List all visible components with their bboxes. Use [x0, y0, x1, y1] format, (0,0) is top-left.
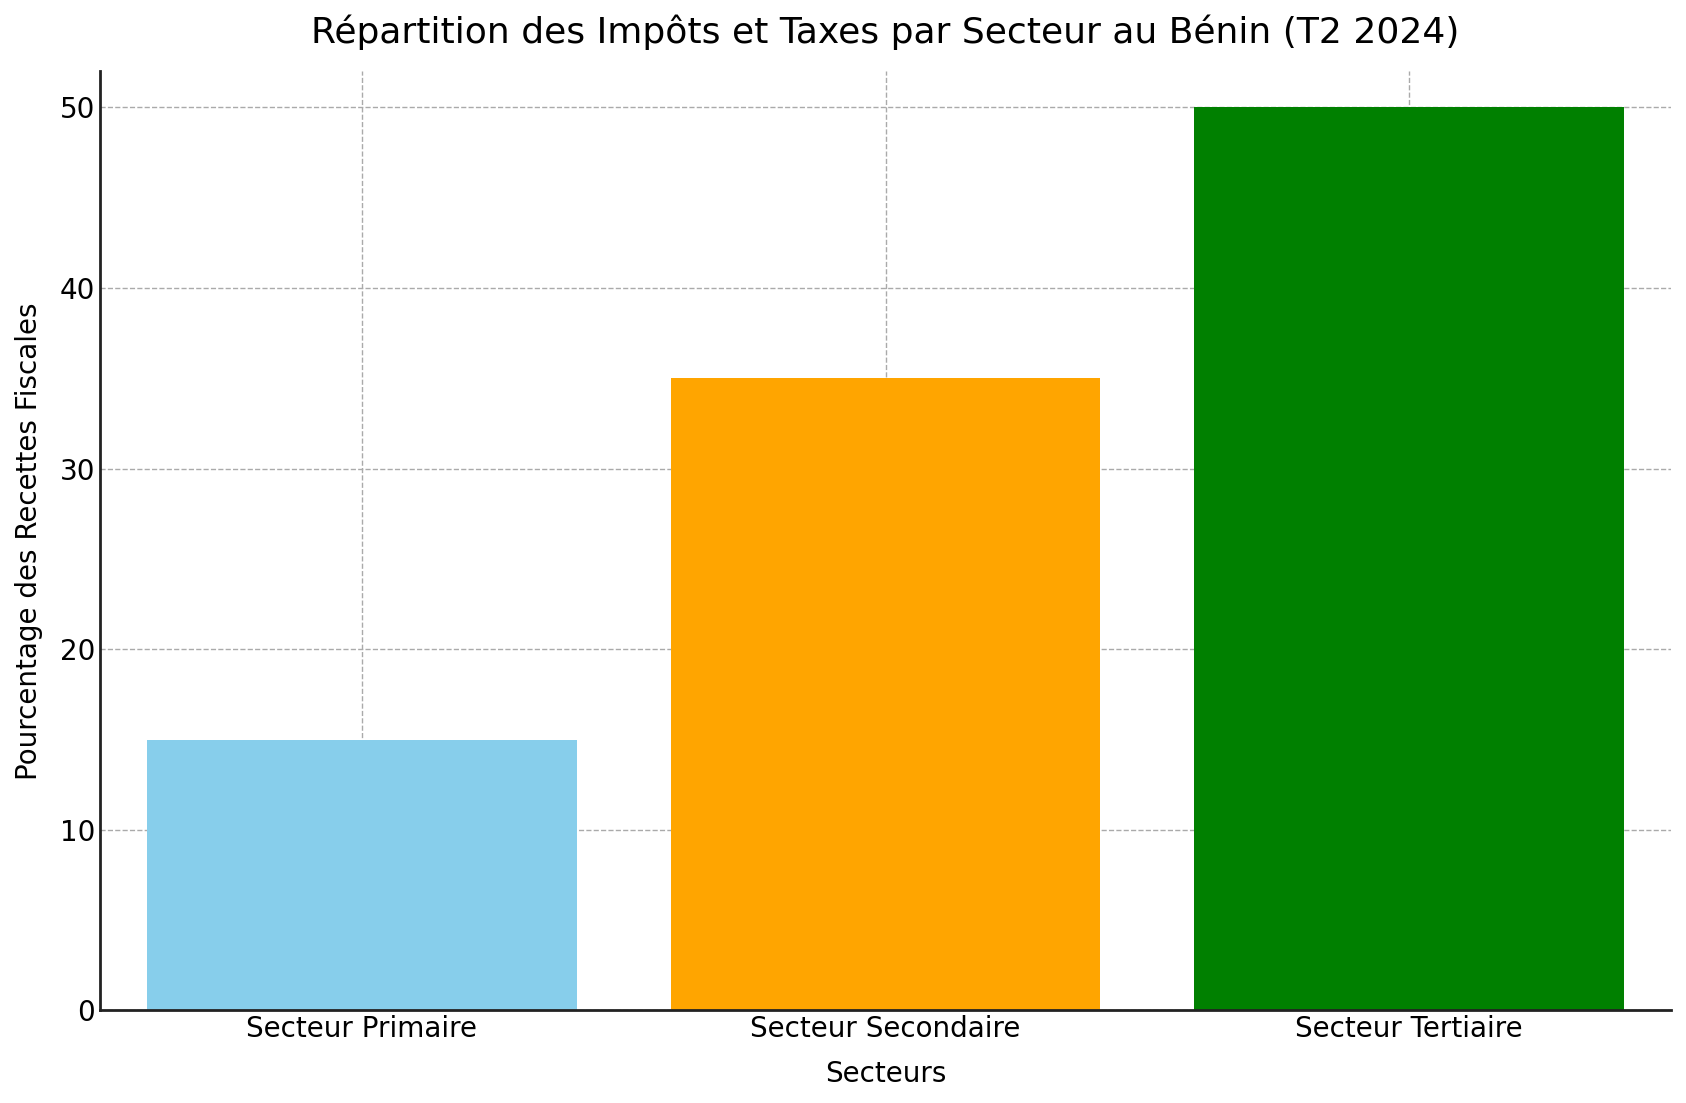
Bar [1194, 107, 1624, 1010]
Title: Répartition des Impôts et Taxes par Secteur au Bénin (T2 2024): Répartition des Impôts et Taxes par Sect… [312, 15, 1460, 51]
Bar [147, 739, 577, 1010]
Bar [671, 378, 1101, 1010]
X-axis label: Secteurs: Secteurs [824, 1060, 946, 1088]
Y-axis label: Pourcentage des Recettes Fiscales: Pourcentage des Recettes Fiscales [15, 302, 44, 780]
